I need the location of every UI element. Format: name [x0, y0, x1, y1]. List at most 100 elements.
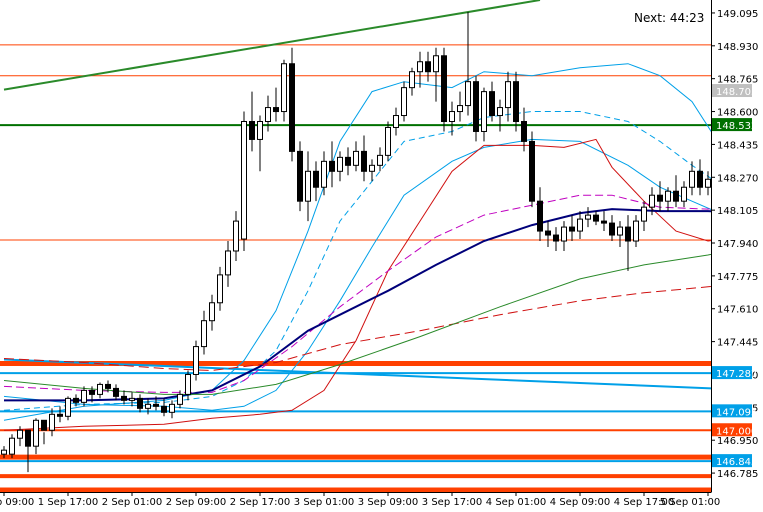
candle-4: [33, 418, 39, 455]
candle-19: [153, 396, 159, 411]
candle-1: [9, 434, 15, 459]
candle-60: [481, 87, 487, 142]
indicator-line-2: [3, 138, 711, 411]
y-tick-label-4: 148.435: [717, 140, 758, 151]
trendlines: [3, 0, 711, 390]
candle-43: [345, 147, 351, 176]
candle-32: [257, 115, 263, 172]
candle-70: [561, 221, 567, 251]
y-tick-label-13: 146.950: [717, 436, 758, 447]
price-tag-3: 147.095: [712, 404, 757, 418]
candle-24: [193, 340, 199, 381]
candles: [1, 11, 711, 473]
candle-7: [57, 406, 63, 423]
candle-51: [409, 67, 415, 96]
x-tick-label-11: 5 Sep 01:00: [660, 497, 720, 508]
candle-71: [569, 215, 575, 242]
y-tick-label-3: 148.600: [717, 108, 758, 119]
candle-76: [609, 215, 615, 242]
candle-6: [49, 408, 55, 437]
candle-88: [705, 171, 711, 196]
candle-21: [169, 400, 175, 419]
moving-averages: [3, 63, 711, 431]
candle-86: [689, 161, 695, 196]
candle-33: [265, 95, 271, 132]
candle-39: [313, 161, 319, 202]
x-tick-label-10: 4 Sep 17:00: [614, 497, 674, 508]
candle-28: [225, 241, 231, 287]
candle-58: [465, 11, 471, 116]
y-tick-label-2: 148.765: [717, 75, 758, 86]
svg-text:148.703: 148.703: [716, 87, 757, 98]
candle-49: [393, 107, 399, 136]
candle-26: [209, 294, 215, 331]
candle-56: [449, 101, 455, 136]
price-tag-5: 146.845: [712, 454, 757, 468]
x-tick-label-5: 3 Sep 01:00: [294, 497, 354, 508]
candle-68: [545, 221, 551, 247]
price-tag-2: 147.287: [712, 366, 757, 380]
indicator-line-5: [4, 208, 711, 402]
candle-36: [289, 47, 295, 162]
candle-5: [41, 419, 47, 445]
price-tags: 148.703 148.532 147.287 147.095 147.000 146.8…: [712, 84, 757, 468]
candle-22: [177, 390, 183, 409]
y-tick-label-10: 147.445: [717, 338, 758, 349]
candle-18: [145, 398, 151, 415]
candle-63: [505, 71, 511, 122]
x-tick-label-0: 1 Sep 09:00: [0, 497, 34, 508]
candle-64: [513, 71, 519, 132]
candle-87: [697, 159, 703, 196]
candle-57: [457, 91, 463, 122]
indicator-line-6: [3, 286, 711, 372]
svg-text:148.532: 148.532: [716, 121, 757, 132]
y-tick-label-8: 147.775: [717, 272, 758, 283]
candle-38: [305, 151, 311, 222]
candle-35: [281, 59, 287, 122]
svg-text:147.000: 147.000: [716, 426, 757, 437]
candle-61: [489, 81, 495, 122]
candle-62: [497, 99, 503, 132]
indicator-line-1: [3, 111, 711, 411]
candle-0: [1, 446, 7, 459]
candle-77: [617, 221, 623, 247]
candle-81: [649, 187, 655, 216]
trendline-0: [3, 0, 541, 91]
x-tick-label-7: 3 Sep 17:00: [422, 497, 482, 508]
candle-46: [369, 159, 375, 182]
x-tick-label-2: 2 Sep 01:00: [102, 497, 162, 508]
x-tick-label-3: 2 Sep 09:00: [166, 497, 226, 508]
y-tick-label-0: 149.095: [717, 9, 758, 20]
plot-area[interactable]: [0, 0, 763, 492]
candle-41: [329, 141, 335, 188]
indicator-line-3: [3, 138, 711, 431]
candle-25: [201, 310, 207, 355]
y-tick-label-5: 148.270: [717, 173, 758, 184]
candle-9: [73, 394, 79, 407]
candle-17: [137, 394, 143, 413]
svg-text:147.095: 147.095: [716, 407, 757, 418]
candle-10: [81, 386, 87, 407]
candle-83: [665, 187, 671, 212]
price-tag-1: 148.532: [712, 118, 757, 132]
candle-72: [577, 211, 583, 240]
x-tick-label-4: 2 Sep 17:00: [230, 497, 290, 508]
x-tick-label-9: 4 Sep 09:00: [550, 497, 610, 508]
indicator-line-4: [3, 194, 711, 393]
candle-14: [113, 384, 119, 401]
candle-66: [529, 131, 535, 208]
candle-29: [233, 211, 239, 261]
svg-text:146.845: 146.845: [716, 457, 757, 468]
candle-27: [217, 266, 223, 311]
candle-12: [97, 382, 103, 399]
candle-80: [641, 201, 647, 232]
y-tick-label-7: 147.940: [717, 239, 758, 250]
candle-30: [241, 111, 247, 251]
candle-37: [297, 141, 303, 212]
candle-42: [337, 151, 343, 182]
candle-79: [633, 215, 639, 247]
candle-52: [417, 51, 423, 88]
candle-13: [105, 380, 111, 393]
